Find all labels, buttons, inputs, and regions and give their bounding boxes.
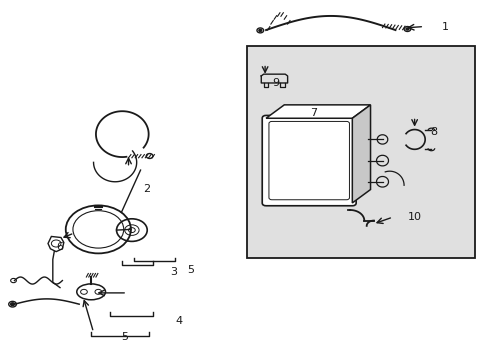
Polygon shape [351,105,370,203]
FancyBboxPatch shape [268,121,349,200]
Text: 3: 3 [170,267,177,277]
FancyBboxPatch shape [262,116,355,206]
Ellipse shape [77,284,105,300]
Text: 4: 4 [175,316,182,326]
Polygon shape [265,105,370,118]
Circle shape [405,28,408,30]
Text: 9: 9 [271,78,279,88]
Polygon shape [48,237,64,252]
Text: 5: 5 [121,332,128,342]
Text: 6: 6 [57,242,63,252]
Text: 8: 8 [429,127,436,138]
Bar [246,46,473,258]
Text: 10: 10 [407,212,421,222]
Text: 5: 5 [186,265,194,275]
Text: 1: 1 [441,22,448,32]
Circle shape [11,303,15,306]
Circle shape [258,30,261,31]
Text: 2: 2 [142,184,149,194]
Text: 7: 7 [310,108,317,118]
